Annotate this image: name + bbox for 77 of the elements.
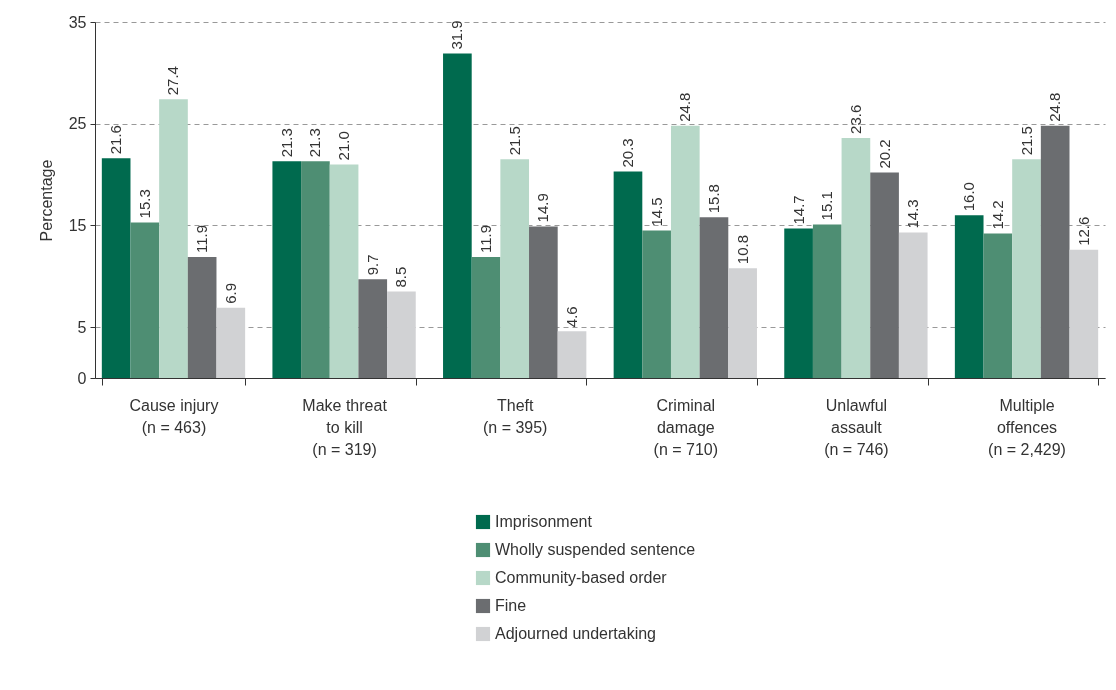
bar [613, 171, 643, 378]
y-tick-label: 25 [68, 115, 87, 133]
bar [272, 161, 302, 378]
data-label: 21.5 [1017, 126, 1035, 156]
data-label: 21.3 [277, 128, 295, 158]
bar [443, 53, 472, 378]
bar [670, 125, 700, 378]
x-tick-label: Criminal damage (n = 710) [653, 396, 719, 458]
data-label: 20.2 [875, 139, 893, 169]
bar [841, 137, 871, 378]
data-label: 14.5 [647, 197, 665, 227]
y-tick-label: 15 [68, 216, 87, 234]
data-label: 21.6 [107, 125, 125, 155]
legend-label: Imprisonment [495, 513, 593, 530]
bar [159, 99, 188, 378]
bar [557, 331, 587, 378]
data-label: 15.8 [704, 184, 722, 214]
bar [529, 226, 558, 378]
bar [1069, 249, 1099, 378]
data-label: 15.3 [135, 189, 153, 219]
legend-label: Wholly suspended sentence [495, 541, 696, 558]
data-label: 10.8 [733, 234, 751, 265]
data-label: 16.0 [960, 182, 978, 212]
bar [101, 158, 131, 378]
bar [387, 291, 416, 378]
data-label: 9.7 [363, 254, 381, 276]
data-label: 8.5 [392, 266, 410, 288]
data-label: 24.8 [1046, 92, 1064, 122]
legend-label: Adjourned undertaking [495, 625, 657, 642]
bar [1012, 159, 1041, 378]
bar [130, 222, 160, 378]
bar [983, 233, 1013, 378]
data-label: 14.7 [789, 195, 807, 225]
x-tick-label: Make threat to kill (n = 319) [302, 396, 388, 458]
x-tick-label: Theft (n = 395) [482, 396, 548, 436]
data-label: 14.2 [988, 200, 1006, 230]
bar [642, 230, 671, 378]
bar [784, 228, 813, 378]
data-label: 21.5 [505, 126, 523, 156]
data-label: 14.9 [534, 193, 552, 223]
bar [500, 159, 530, 378]
data-label: 4.6 [563, 306, 581, 328]
data-label: 27.4 [164, 66, 182, 96]
data-label: 11.9 [193, 224, 211, 253]
y-tick-label: 0 [77, 369, 87, 387]
bar [301, 161, 330, 378]
data-label: 21.0 [335, 131, 353, 161]
bar [1040, 125, 1070, 378]
data-label: 23.6 [846, 104, 864, 134]
y-tick-label: 35 [68, 13, 87, 31]
bar [358, 279, 388, 378]
data-label: 15.1 [818, 191, 836, 221]
data-label: 12.6 [1074, 216, 1092, 246]
x-tick-label: Multiple offences (n = 2,429) [988, 396, 1066, 458]
bar [898, 232, 928, 378]
data-label: 31.9 [448, 20, 466, 50]
x-tick-label: Cause injury (n = 463) [129, 396, 219, 436]
y-axis-title: Percentage [37, 159, 55, 242]
bar [216, 307, 246, 378]
data-label: 11.9 [477, 224, 495, 253]
legend-label: Fine [495, 597, 527, 614]
bar [870, 172, 899, 378]
legend-label: Community-based order [495, 569, 668, 586]
bar [699, 217, 729, 378]
data-label: 21.3 [306, 128, 324, 158]
bar [471, 256, 501, 378]
bar [329, 164, 359, 378]
data-label: 24.8 [676, 92, 694, 122]
data-label: 20.3 [618, 138, 636, 168]
bar [812, 224, 842, 378]
bar [728, 268, 757, 378]
x-tick-label: Unlawful assault (n = 746) [824, 396, 889, 458]
bar [187, 256, 217, 378]
data-label: 6.9 [221, 282, 239, 304]
bar [954, 215, 984, 378]
y-tick-label: 5 [77, 318, 87, 336]
data-label: 14.3 [904, 199, 922, 229]
